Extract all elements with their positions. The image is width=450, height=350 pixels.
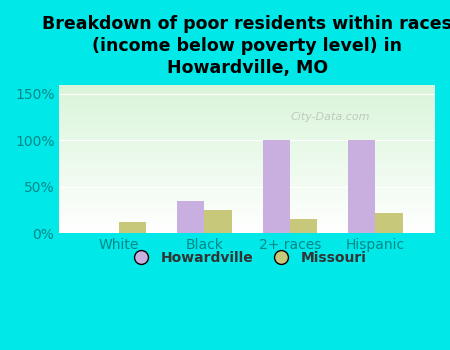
- Bar: [177, 201, 204, 233]
- Bar: [262, 140, 290, 233]
- Text: City-Data.com: City-Data.com: [290, 112, 369, 122]
- Bar: [204, 210, 232, 233]
- Bar: [375, 213, 403, 233]
- Bar: [290, 219, 317, 233]
- Legend: Howardville, Missouri: Howardville, Missouri: [122, 246, 372, 271]
- Bar: [119, 222, 146, 233]
- Title: Breakdown of poor residents within races
(income below poverty level) in
Howardv: Breakdown of poor residents within races…: [42, 15, 450, 77]
- Bar: [348, 140, 375, 233]
